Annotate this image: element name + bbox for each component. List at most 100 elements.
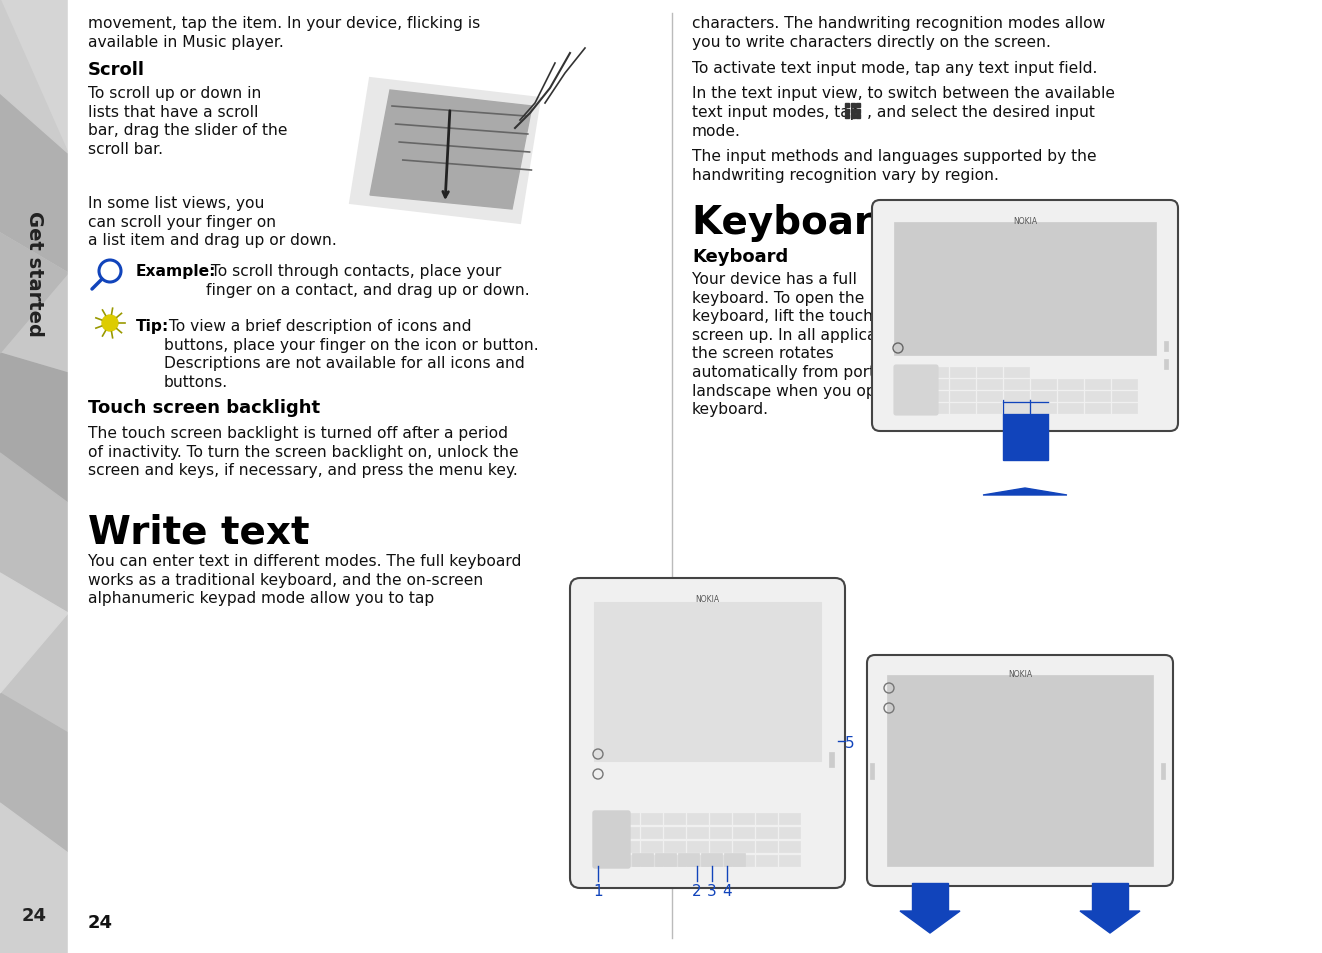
Text: To view a brief description of icons and
buttons, place your finger on the icon : To view a brief description of icons and… [164,318,538,390]
Bar [710,827,731,838]
Polygon shape [0,233,67,354]
Bar [857,110,861,113]
Bar [664,813,685,824]
Text: text input modes, tap: text input modes, tap [691,105,859,120]
Bar [977,379,1002,390]
Polygon shape [0,454,67,614]
Polygon shape [0,693,67,853]
Bar [1058,392,1083,401]
Polygon shape [0,233,67,374]
Bar [687,841,709,852]
Bar [617,841,639,852]
Bar [1003,368,1029,377]
Polygon shape [350,79,539,224]
Bar [678,853,699,866]
Text: characters. The handwriting recognition modes allow
you to write characters dire: characters. The handwriting recognition … [691,16,1105,50]
Text: Your device has a full
keyboard. To open the
keyboard, lift the touch
screen up.: Your device has a full keyboard. To open… [691,272,925,416]
Bar [850,104,854,108]
Bar [1163,359,1169,370]
Bar [779,841,800,852]
Bar [687,827,709,838]
Bar [1112,392,1137,401]
Bar [779,813,800,824]
Bar [977,392,1002,401]
Bar [1031,392,1056,401]
Text: , and select the desired input: , and select the desired input [867,105,1095,120]
Bar [641,841,662,852]
Bar [1031,379,1056,390]
Bar [594,602,821,761]
Bar [1003,392,1029,401]
Polygon shape [900,911,960,933]
Text: Scroll: Scroll [89,61,145,79]
Polygon shape [984,489,1067,496]
Bar [710,813,731,824]
Text: NOKIA: NOKIA [695,595,719,603]
Bar [632,853,653,866]
Bar [1003,403,1029,414]
Bar [664,827,685,838]
Bar [701,853,722,866]
Bar [779,855,800,866]
Bar [732,855,754,866]
Text: 5: 5 [845,736,854,751]
Bar [1085,392,1110,401]
Bar [756,827,777,838]
Text: NOKIA: NOKIA [1013,216,1036,226]
Text: NOKIA: NOKIA [1007,669,1032,679]
Bar [829,752,834,767]
FancyBboxPatch shape [873,201,1178,432]
Text: Write text: Write text [89,514,309,552]
Bar [923,368,948,377]
FancyBboxPatch shape [570,578,845,888]
Bar [664,855,685,866]
Bar [845,110,849,113]
Bar [687,855,709,866]
Bar [654,853,676,866]
Bar [1058,379,1083,390]
Text: To activate text input mode, tap any text input field.: To activate text input mode, tap any tex… [691,61,1097,76]
Bar [977,403,1002,414]
Bar [732,827,754,838]
Text: In the text input view, to switch between the available: In the text input view, to switch betwee… [691,86,1114,101]
Text: mode.: mode. [691,124,740,139]
Bar [1092,883,1128,911]
Bar [951,368,976,377]
Polygon shape [0,574,67,693]
Circle shape [102,315,118,332]
Bar [923,392,948,401]
Bar [857,115,861,119]
Bar [687,813,709,824]
Text: 1: 1 [594,883,603,898]
Text: To scroll up or down in
lists that have a scroll
bar, drag the slider of the
scr: To scroll up or down in lists that have … [89,86,287,156]
Text: In some list views, you
can scroll your finger on
a list item and drag up or dow: In some list views, you can scroll your … [89,195,337,248]
Bar [710,855,731,866]
Text: The touch screen backlight is turned off after a period
of inactivity. To turn t: The touch screen backlight is turned off… [89,426,518,477]
Bar [850,115,854,119]
Polygon shape [0,0,67,153]
Bar [756,855,777,866]
Text: Tip:: Tip: [136,318,169,334]
Bar [1163,341,1169,352]
Polygon shape [0,94,67,274]
Text: Keyboard input: Keyboard input [691,204,1030,242]
Bar [664,841,685,852]
Bar [0,0,67,953]
Bar [896,392,921,401]
Polygon shape [0,354,67,503]
FancyBboxPatch shape [894,366,939,416]
Bar [977,368,1002,377]
FancyBboxPatch shape [867,656,1173,886]
Polygon shape [0,803,67,953]
Text: 24: 24 [21,906,46,924]
Text: You can enter text in different modes. The full keyboard
works as a traditional : You can enter text in different modes. T… [89,554,521,605]
Bar [1085,379,1110,390]
Bar [641,813,662,824]
Bar [923,403,948,414]
FancyBboxPatch shape [594,811,631,868]
Bar [1058,403,1083,414]
Bar [1003,400,1048,460]
Bar [641,855,662,866]
Text: To scroll through contacts, place your
finger on a contact, and drag up or down.: To scroll through contacts, place your f… [206,264,530,297]
Bar [595,827,616,838]
